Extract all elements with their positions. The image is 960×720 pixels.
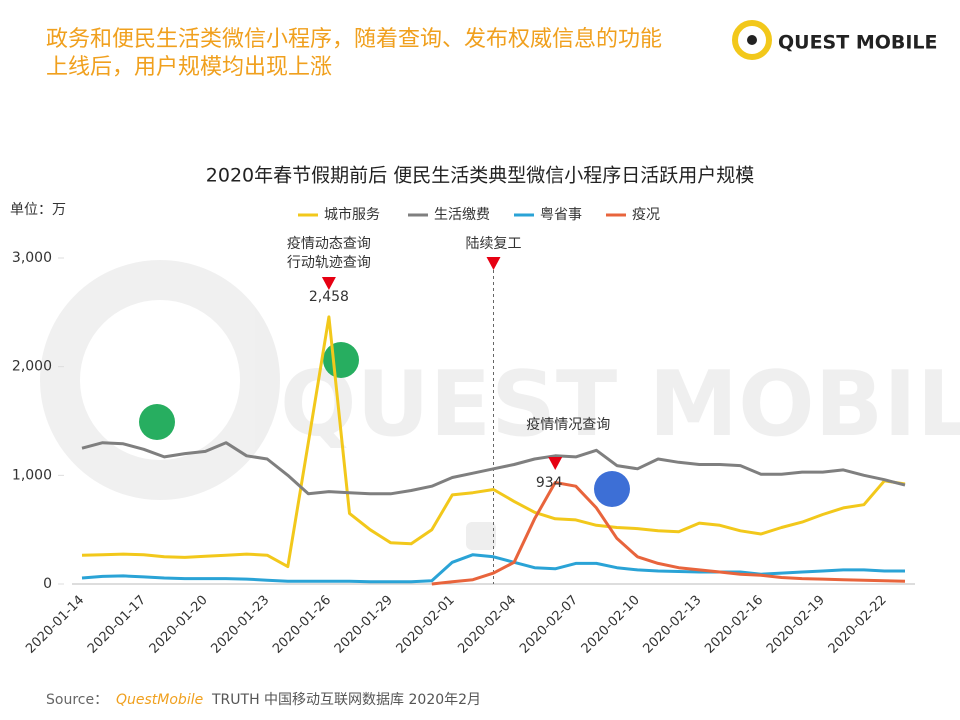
source-brand: QuestMobile [116, 692, 203, 708]
y-tick-label: 1,000 [12, 467, 52, 483]
series-line [81, 441, 906, 496]
x-tick-label: 2020-02-04 [455, 593, 519, 657]
x-tick-label: 2020-02-19 [764, 593, 828, 657]
annotation: 陆续复工 [466, 235, 522, 252]
y-tick-label: 2,000 [12, 359, 52, 375]
series-line [81, 315, 906, 569]
app-icon [323, 342, 359, 378]
app-icon [594, 471, 630, 507]
x-tick-label: 2020-02-07 [517, 593, 581, 657]
annotation-marker [486, 257, 501, 270]
x-tick-label: 2020-02-22 [826, 593, 890, 657]
watermark: QUEST MOBILE [40, 260, 960, 500]
unit-label: 单位：万 [10, 202, 66, 218]
logo-icon [747, 35, 757, 45]
data-label: 2,458 [309, 289, 349, 305]
legend-label: 生活缴费 [434, 207, 490, 223]
series-line [81, 553, 905, 584]
logo-icon [732, 20, 772, 60]
annotation-marker [321, 277, 336, 290]
y-tick-label: 3,000 [12, 250, 52, 266]
x-tick-label: 2020-02-13 [641, 593, 705, 657]
x-tick-label: 2020-01-29 [332, 593, 396, 657]
page-title: 上线后，用户规模均出现上涨 [46, 55, 332, 80]
x-tick-label: 2020-02-16 [702, 593, 766, 657]
y-tick-label: 0 [43, 576, 52, 592]
source-label: Source： [46, 692, 108, 708]
annotation: 疫情动态查询 [287, 236, 371, 252]
annotation-marker [548, 457, 563, 470]
x-tick-label: 2020-01-23 [208, 593, 272, 657]
x-tick-label: 2020-02-10 [579, 593, 643, 657]
logo: QUEST MOBILE [778, 32, 938, 54]
x-tick-label: 2020-01-26 [270, 593, 334, 657]
annotation: 疫情情况查询 [526, 417, 610, 433]
x-tick-label: 2020-01-17 [85, 593, 149, 657]
app-icon [466, 522, 496, 550]
legend-label: 疫况 [632, 207, 660, 223]
svg-text:QUEST MOBILE: QUEST MOBILE [280, 352, 960, 457]
data-label: 934 [536, 475, 563, 491]
x-tick-label: 2020-01-20 [147, 593, 211, 657]
legend-label: 粤省事 [540, 207, 582, 223]
x-tick-label: 2020-02-01 [394, 593, 458, 657]
source-text: TRUTH 中国移动互联网数据库 2020年2月 [211, 692, 481, 708]
legend-label: 城市服务 [324, 206, 380, 223]
annotation: 行动轨迹查询 [287, 255, 371, 271]
chart-title: 2020年春节假期前后 便民生活类典型微信小程序日活跃用户规模 [206, 165, 754, 187]
x-tick-label: 2020-01-14 [23, 593, 87, 657]
page-title: 政务和便民生活类微信小程序，随着查询、发布权威信息的功能 [46, 27, 662, 52]
series-line [431, 481, 906, 586]
app-icon [139, 404, 175, 440]
